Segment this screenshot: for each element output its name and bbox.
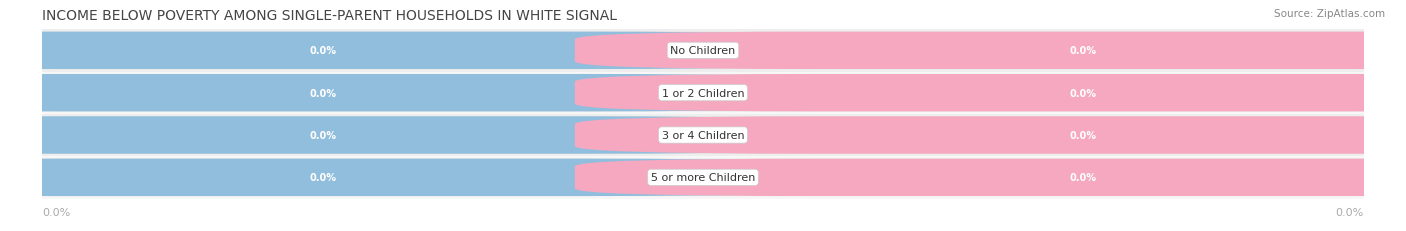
Bar <box>42 114 1364 157</box>
Text: 0.0%: 0.0% <box>1070 173 1097 182</box>
Bar <box>42 157 1364 199</box>
FancyBboxPatch shape <box>0 75 1406 112</box>
Text: 1 or 2 Children: 1 or 2 Children <box>662 88 744 98</box>
FancyBboxPatch shape <box>575 117 1406 154</box>
Text: INCOME BELOW POVERTY AMONG SINGLE-PARENT HOUSEHOLDS IN WHITE SIGNAL: INCOME BELOW POVERTY AMONG SINGLE-PARENT… <box>42 9 617 23</box>
Text: 3 or 4 Children: 3 or 4 Children <box>662 131 744 140</box>
Text: Source: ZipAtlas.com: Source: ZipAtlas.com <box>1274 9 1385 19</box>
Text: 0.0%: 0.0% <box>309 131 336 140</box>
FancyBboxPatch shape <box>0 75 831 112</box>
Bar <box>42 30 1364 72</box>
FancyBboxPatch shape <box>575 33 1406 70</box>
FancyBboxPatch shape <box>0 33 1406 70</box>
Text: 0.0%: 0.0% <box>42 207 70 217</box>
FancyBboxPatch shape <box>0 117 831 154</box>
FancyBboxPatch shape <box>0 159 1406 196</box>
FancyBboxPatch shape <box>0 33 831 70</box>
Text: 0.0%: 0.0% <box>309 46 336 56</box>
FancyBboxPatch shape <box>575 75 1406 112</box>
Text: 0.0%: 0.0% <box>309 173 336 182</box>
Text: 0.0%: 0.0% <box>1070 88 1097 98</box>
Text: 0.0%: 0.0% <box>1336 207 1364 217</box>
Text: 0.0%: 0.0% <box>1070 46 1097 56</box>
FancyBboxPatch shape <box>0 117 1406 154</box>
FancyBboxPatch shape <box>575 159 1406 196</box>
Text: No Children: No Children <box>671 46 735 56</box>
FancyBboxPatch shape <box>0 159 831 196</box>
Text: 0.0%: 0.0% <box>1070 131 1097 140</box>
Text: 5 or more Children: 5 or more Children <box>651 173 755 182</box>
Bar <box>42 72 1364 114</box>
Text: 0.0%: 0.0% <box>309 88 336 98</box>
